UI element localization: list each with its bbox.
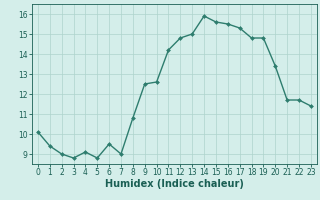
X-axis label: Humidex (Indice chaleur): Humidex (Indice chaleur)	[105, 179, 244, 189]
